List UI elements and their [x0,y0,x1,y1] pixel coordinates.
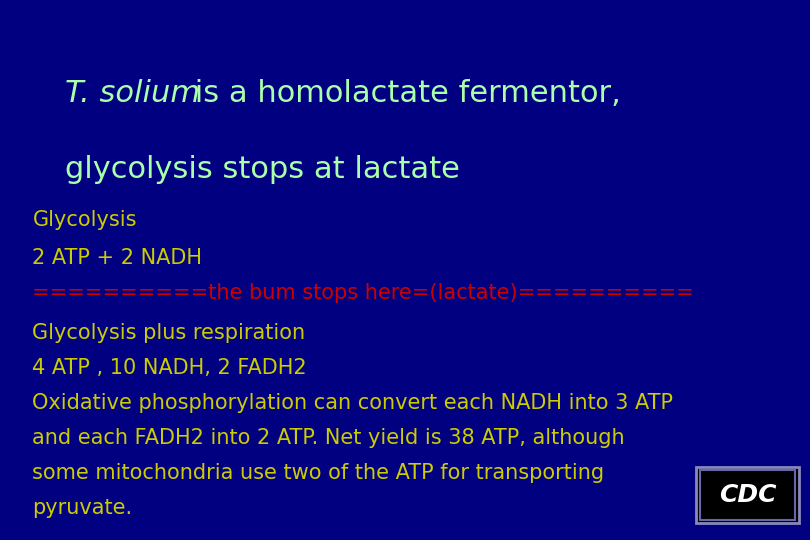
Text: T. solium: T. solium [65,79,200,108]
FancyBboxPatch shape [700,470,795,520]
Text: Oxidative phosphorylation can convert each NADH into 3 ATP: Oxidative phosphorylation can convert ea… [32,393,673,413]
Text: 4 ATP , 10 NADH, 2 FADH2: 4 ATP , 10 NADH, 2 FADH2 [32,358,307,378]
Text: pyruvate.: pyruvate. [32,498,133,518]
Text: Glycolysis plus respiration: Glycolysis plus respiration [32,323,305,343]
Text: some mitochondria use two of the ATP for transporting: some mitochondria use two of the ATP for… [32,463,604,483]
Text: Glycolysis: Glycolysis [32,210,137,230]
FancyBboxPatch shape [696,467,799,523]
Text: and each FADH2 into 2 ATP. Net yield is 38 ATP, although: and each FADH2 into 2 ATP. Net yield is … [32,428,625,448]
Text: glycolysis stops at lactate: glycolysis stops at lactate [65,154,460,184]
Text: 2 ATP + 2 NADH: 2 ATP + 2 NADH [32,248,202,268]
Text: CDC: CDC [718,483,776,507]
Text: is a homolactate fermentor,: is a homolactate fermentor, [185,79,620,108]
Text: ==========the bum stops here=(lactate)==========: ==========the bum stops here=(lactate)==… [32,283,694,303]
